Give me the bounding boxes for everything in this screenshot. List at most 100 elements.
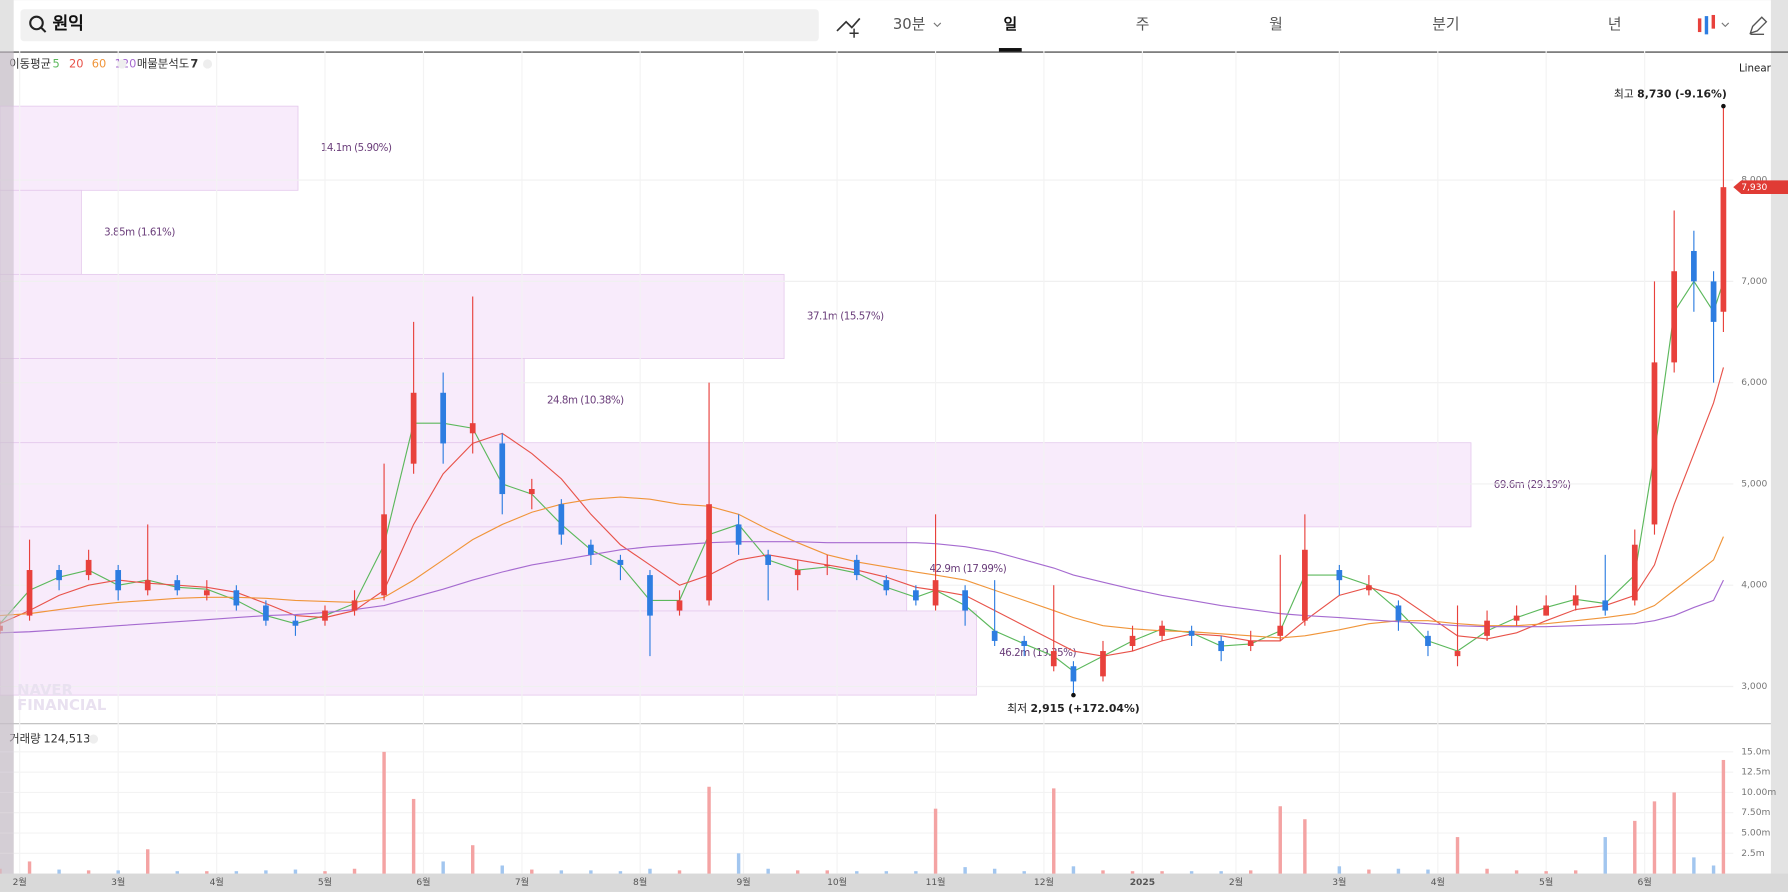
volume-bar bbox=[352, 868, 357, 874]
candle-body bbox=[765, 554, 772, 565]
candle-body bbox=[676, 600, 683, 611]
volume-bar bbox=[382, 751, 386, 874]
volume-bar bbox=[1633, 820, 1637, 874]
profile-label: 69.6m (29.19%) bbox=[1494, 479, 1571, 491]
volume-bar bbox=[1672, 792, 1676, 874]
volume-bar bbox=[559, 870, 564, 874]
period-tab[interactable]: 일 bbox=[1003, 16, 1017, 33]
x-tick-label: 8월 bbox=[633, 876, 647, 888]
ma-line bbox=[0, 280, 1725, 672]
low-marker-dot bbox=[1071, 692, 1076, 698]
volume-tick-label: 15.0m bbox=[1741, 747, 1770, 757]
scale-mode[interactable]: Linear bbox=[1739, 63, 1772, 75]
legend-close[interactable] bbox=[117, 59, 127, 69]
candle-body bbox=[1651, 362, 1658, 525]
volume-profile: 14.1m (5.90%) 3.85m (1.61%) 37.1m (15.57%)… bbox=[0, 105, 1571, 696]
volume-bar bbox=[411, 798, 416, 874]
marker-change: (-9.16%) bbox=[1675, 88, 1727, 101]
volume-bar bbox=[1514, 870, 1519, 874]
chart-type-icon bbox=[1704, 16, 1709, 35]
chart-type-icon[interactable] bbox=[1697, 18, 1702, 33]
x-tick-label: 3월 bbox=[111, 876, 125, 888]
volume-tick-label: 2.5m bbox=[1741, 849, 1764, 859]
volume-bar bbox=[914, 871, 918, 874]
volume-tick-label: 7.50m bbox=[1741, 808, 1770, 818]
candle-body bbox=[932, 580, 939, 606]
indicator-icon[interactable] bbox=[836, 17, 861, 32]
candle-body bbox=[735, 524, 742, 545]
marker-label: 최저 bbox=[1007, 702, 1027, 715]
x-tick-label: 5월 bbox=[1539, 876, 1553, 888]
search-box[interactable] bbox=[20, 9, 819, 42]
candle-body bbox=[1100, 651, 1106, 677]
candle-body bbox=[1631, 544, 1638, 601]
x-tick-label: 3월 bbox=[1332, 876, 1346, 888]
x-tick-label: 6월 bbox=[416, 876, 430, 888]
low-marker-label: 최저 2,915 (+172.04%) bbox=[1007, 702, 1140, 715]
ma-line bbox=[0, 541, 1724, 634]
candle-body bbox=[440, 392, 447, 444]
volume-bar bbox=[1022, 871, 1026, 874]
x-tick-label: 2025 bbox=[1130, 878, 1155, 888]
candle-body bbox=[1366, 585, 1372, 591]
volume-bar bbox=[1130, 871, 1135, 874]
candle-body bbox=[322, 610, 328, 621]
volume-bar bbox=[1101, 870, 1105, 874]
marker-change: (+172.04%) bbox=[1068, 702, 1140, 715]
watermark: NAVER bbox=[17, 682, 73, 699]
ma-line bbox=[0, 496, 1724, 639]
last-price-label: 7,930 bbox=[1741, 183, 1767, 193]
y-tick-label: 6,000 bbox=[1741, 378, 1767, 388]
period-tab[interactable]: 월 bbox=[1269, 16, 1283, 33]
x-axis-bar bbox=[0, 873, 1788, 892]
ma-legend-item: 60 bbox=[92, 56, 107, 70]
volume-bar bbox=[1052, 788, 1056, 874]
y-tick-label: 4,000 bbox=[1741, 581, 1767, 591]
candle-body bbox=[883, 580, 890, 591]
volume-bar bbox=[1071, 866, 1076, 874]
x-tick-label: 9월 bbox=[736, 876, 750, 888]
left-edge bbox=[0, 51, 14, 874]
volume-bar bbox=[766, 868, 770, 874]
profile-band bbox=[0, 442, 1472, 528]
legend-close[interactable] bbox=[202, 59, 213, 69]
profile-label: 37.1m (15.57%) bbox=[807, 310, 884, 322]
volume-bar bbox=[470, 845, 475, 874]
period-tab[interactable]: 분기 bbox=[1432, 16, 1459, 33]
volume-legend-label: 거래량 bbox=[9, 732, 41, 746]
candle-body bbox=[233, 590, 240, 606]
volume-bar bbox=[963, 867, 967, 874]
x-tick-label: 2월 bbox=[1229, 876, 1243, 888]
period-tab[interactable]: 년 bbox=[1608, 16, 1622, 33]
volume-bar bbox=[707, 786, 711, 874]
search-icon bbox=[29, 15, 44, 31]
interval-select[interactable]: 30분 bbox=[893, 16, 925, 33]
volume-bar bbox=[1652, 801, 1657, 874]
volume-bar bbox=[1219, 871, 1223, 874]
volume-bar bbox=[146, 849, 150, 874]
legend-close[interactable] bbox=[88, 734, 99, 744]
candle-body bbox=[1395, 605, 1402, 621]
volume-bar bbox=[293, 869, 298, 874]
volume-bar bbox=[825, 870, 829, 874]
volume-bar bbox=[1189, 871, 1194, 874]
profile-band bbox=[0, 105, 299, 191]
profile-label: 3.85m (1.61%) bbox=[104, 226, 175, 238]
period-tab[interactable]: 주 bbox=[1136, 16, 1150, 33]
dropdown-arrow bbox=[933, 22, 942, 28]
x-tick-label: 4월 bbox=[1431, 876, 1445, 888]
candle-body bbox=[647, 575, 653, 616]
candle-body bbox=[794, 570, 801, 576]
volume-bar bbox=[175, 871, 179, 874]
candle-body bbox=[617, 559, 624, 565]
candle-body bbox=[115, 570, 122, 591]
draw-icon[interactable] bbox=[1749, 16, 1768, 36]
volume-bar bbox=[1603, 837, 1607, 874]
volume-bar bbox=[264, 870, 268, 874]
volume-bar bbox=[855, 871, 859, 874]
candle-body bbox=[144, 580, 151, 591]
search-query[interactable]: 원익 bbox=[52, 14, 83, 34]
candle-body bbox=[706, 504, 712, 601]
volume-bar bbox=[530, 869, 534, 874]
